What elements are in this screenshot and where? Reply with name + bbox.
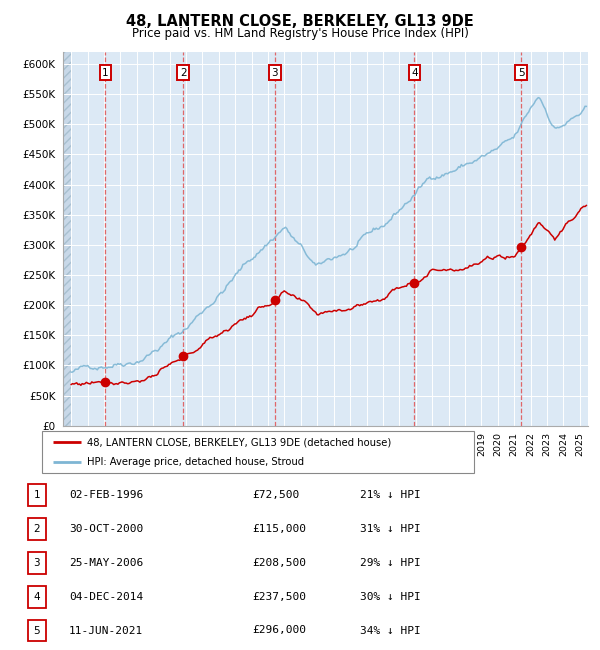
FancyBboxPatch shape (42, 431, 474, 473)
FancyBboxPatch shape (28, 586, 46, 608)
Text: 48, LANTERN CLOSE, BERKELEY, GL13 9DE: 48, LANTERN CLOSE, BERKELEY, GL13 9DE (126, 14, 474, 29)
Text: 5: 5 (34, 625, 40, 636)
Text: £296,000: £296,000 (252, 625, 306, 636)
Text: 30% ↓ HPI: 30% ↓ HPI (360, 592, 421, 602)
FancyBboxPatch shape (28, 518, 46, 540)
Text: 1: 1 (34, 490, 40, 501)
Text: 21% ↓ HPI: 21% ↓ HPI (360, 490, 421, 501)
Text: 48, LANTERN CLOSE, BERKELEY, GL13 9DE (detached house): 48, LANTERN CLOSE, BERKELEY, GL13 9DE (d… (88, 437, 392, 447)
Text: HPI: Average price, detached house, Stroud: HPI: Average price, detached house, Stro… (88, 457, 304, 467)
Text: 4: 4 (34, 592, 40, 602)
Text: £72,500: £72,500 (252, 490, 299, 501)
Text: 30-OCT-2000: 30-OCT-2000 (69, 524, 143, 534)
Text: £237,500: £237,500 (252, 592, 306, 602)
Bar (63, 52, 71, 426)
Text: 29% ↓ HPI: 29% ↓ HPI (360, 558, 421, 568)
FancyBboxPatch shape (28, 552, 46, 574)
Text: 31% ↓ HPI: 31% ↓ HPI (360, 524, 421, 534)
Text: £208,500: £208,500 (252, 558, 306, 568)
FancyBboxPatch shape (28, 619, 46, 642)
Text: 25-MAY-2006: 25-MAY-2006 (69, 558, 143, 568)
Text: 3: 3 (34, 558, 40, 568)
Text: 02-FEB-1996: 02-FEB-1996 (69, 490, 143, 501)
Text: 1: 1 (102, 68, 109, 77)
Text: 2: 2 (34, 524, 40, 534)
Text: 3: 3 (271, 68, 278, 77)
Text: 2: 2 (180, 68, 187, 77)
Text: Price paid vs. HM Land Registry's House Price Index (HPI): Price paid vs. HM Land Registry's House … (131, 27, 469, 40)
FancyBboxPatch shape (28, 484, 46, 506)
Text: 4: 4 (411, 68, 418, 77)
Text: 04-DEC-2014: 04-DEC-2014 (69, 592, 143, 602)
Text: 34% ↓ HPI: 34% ↓ HPI (360, 625, 421, 636)
Text: £115,000: £115,000 (252, 524, 306, 534)
Text: 11-JUN-2021: 11-JUN-2021 (69, 625, 143, 636)
Text: 5: 5 (518, 68, 525, 77)
